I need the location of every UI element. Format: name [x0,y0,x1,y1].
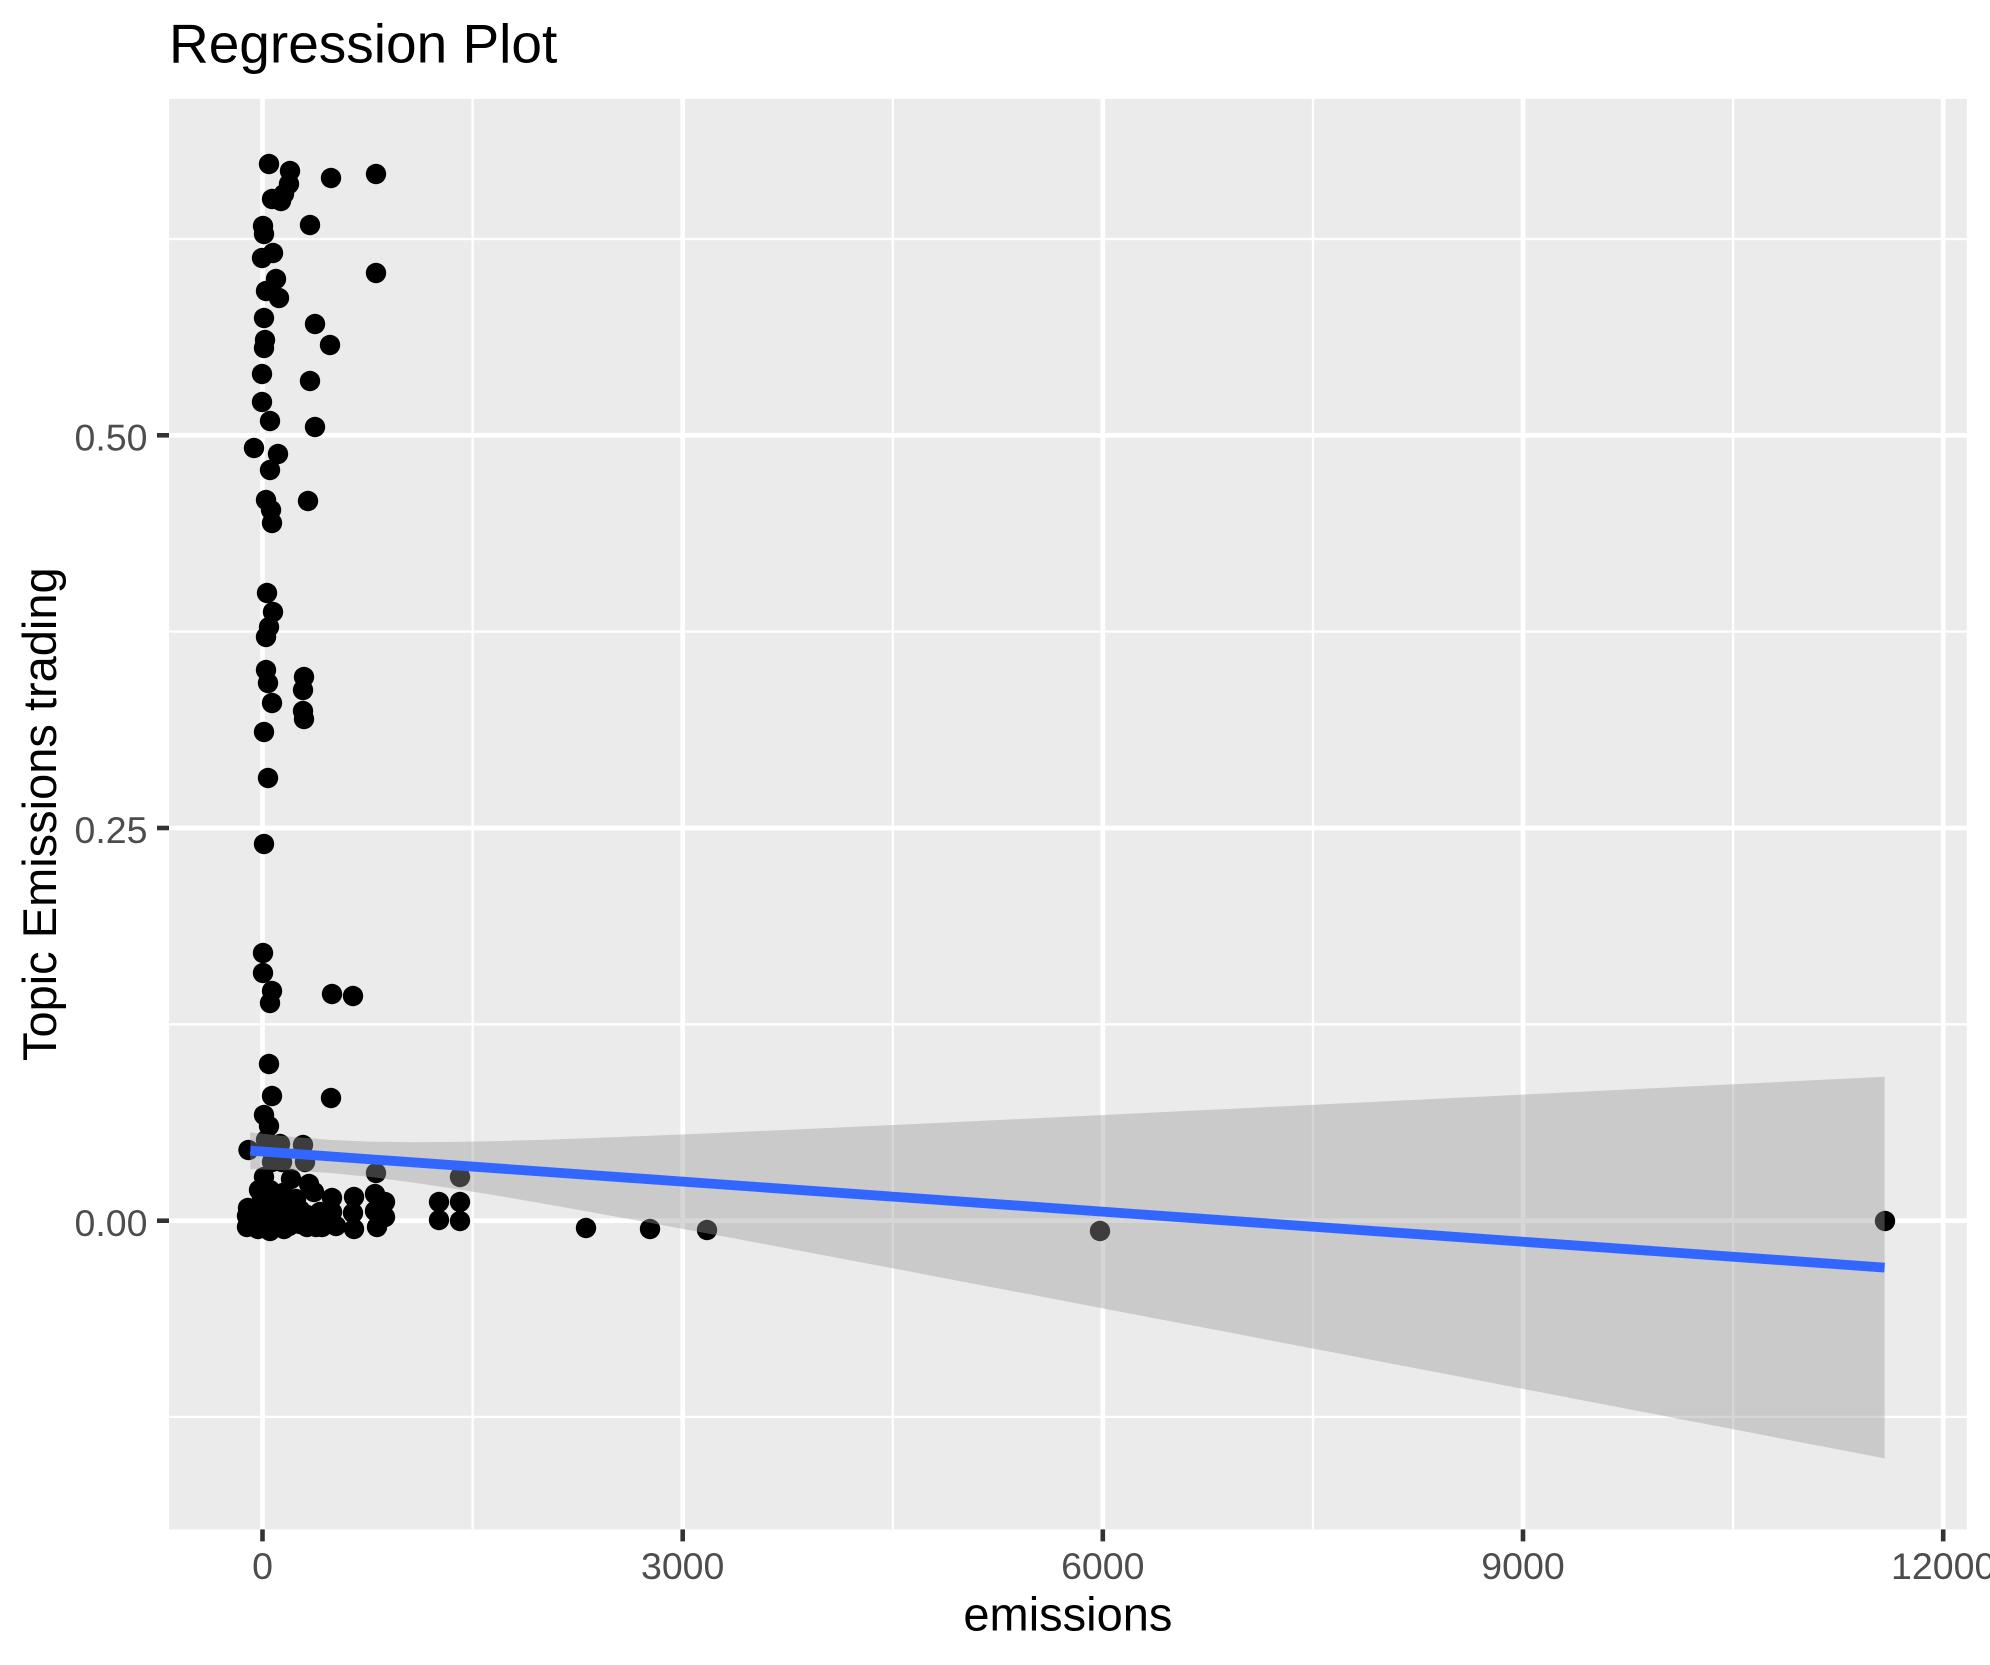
svg-text:Topic Emissions trading: Topic Emissions trading [13,567,66,1061]
svg-text:12000: 12000 [1891,1545,1990,1587]
svg-text:0.25: 0.25 [75,809,148,851]
svg-text:0.50: 0.50 [75,417,148,459]
svg-text:emissions: emissions [963,1588,1172,1641]
svg-text:3000: 3000 [641,1545,724,1587]
svg-text:Regression Plot: Regression Plot [169,12,557,74]
svg-text:6000: 6000 [1061,1545,1144,1587]
svg-text:0.00: 0.00 [75,1202,148,1244]
svg-text:9000: 9000 [1481,1545,1564,1587]
svg-text:0: 0 [252,1545,273,1587]
